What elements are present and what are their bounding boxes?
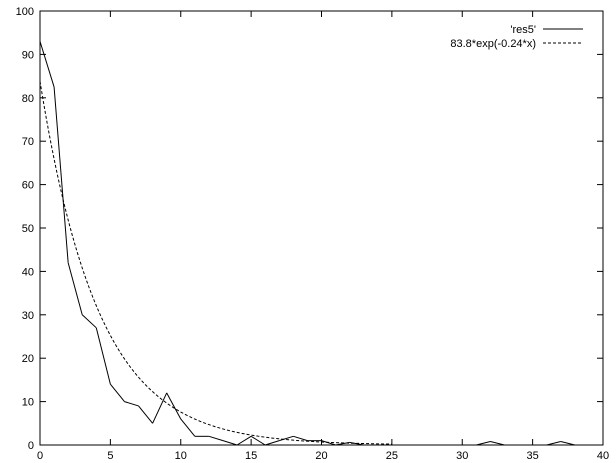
series-data-segment xyxy=(265,440,280,446)
series-data-segment xyxy=(39,41,55,88)
series-data-segment xyxy=(67,262,83,315)
series-data-segment xyxy=(81,314,97,329)
y-tick-label: 30 xyxy=(22,310,34,322)
axes xyxy=(39,10,604,446)
x-tick-label: 20 xyxy=(315,450,327,462)
series-data-segment xyxy=(222,440,238,446)
x-tick-label: 10 xyxy=(175,450,187,462)
x-tick-label: 40 xyxy=(597,450,609,462)
series-data-segment xyxy=(95,327,111,385)
series-data-segment xyxy=(109,383,125,402)
y-tick-label: 60 xyxy=(22,180,34,192)
series-data-segment xyxy=(546,441,561,446)
y-tick-label: 80 xyxy=(22,93,34,105)
series-data-segment xyxy=(53,86,69,263)
series-data-segment xyxy=(250,435,266,446)
ticks: 0 5 10 15 20 25 30 35 40 0 10 20 30 40 50 60 70 80 90 100 xyxy=(16,6,609,462)
x-tick-label: 15 xyxy=(245,450,257,462)
series-fit-line xyxy=(39,81,392,445)
legend: 'res5' 83.8*exp(-0.24*x) xyxy=(450,24,583,50)
series-data-segment xyxy=(166,392,182,420)
y-tick-label: 0 xyxy=(28,440,34,452)
x-tick-label: 30 xyxy=(456,450,468,462)
series xyxy=(39,41,575,446)
series-data-segment xyxy=(180,418,196,437)
y-tick-label: 40 xyxy=(22,266,34,278)
x-tick-label: 35 xyxy=(527,450,539,462)
series-data-segment xyxy=(124,401,139,407)
y-tick-label: 20 xyxy=(22,353,34,365)
series-data-segment xyxy=(476,441,491,446)
series-data-segment xyxy=(138,405,153,424)
x-tick-label: 5 xyxy=(107,450,113,462)
plot-frame xyxy=(39,10,604,446)
series-data-segment xyxy=(208,435,224,442)
series-data-segment xyxy=(279,435,294,442)
series-data-segment xyxy=(293,435,308,442)
x-tick-label: 25 xyxy=(386,450,398,462)
series-data-segment xyxy=(490,441,505,446)
series-data-segment xyxy=(236,435,252,446)
legend-label: 83.8*exp(-0.24*x) xyxy=(450,38,536,50)
y-tick-label: 10 xyxy=(22,397,34,409)
y-tick-label: 90 xyxy=(22,49,34,61)
series-data-segment xyxy=(152,392,168,424)
y-tick-label: 100 xyxy=(16,6,34,18)
series-data-segment xyxy=(560,441,575,446)
y-tick-label: 50 xyxy=(22,223,34,235)
legend-label: 'res5' xyxy=(510,24,536,36)
y-tick-label: 70 xyxy=(22,136,34,148)
x-tick-label: 0 xyxy=(37,450,43,462)
